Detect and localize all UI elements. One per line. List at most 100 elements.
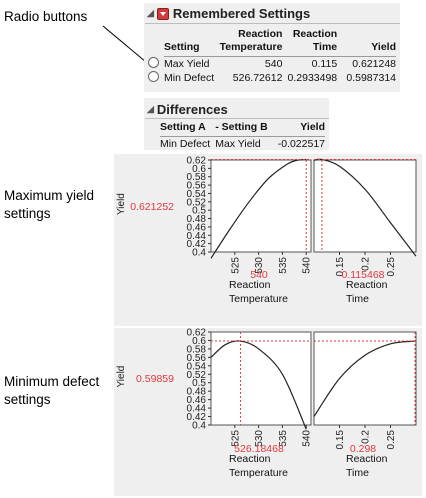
plot-frame-time (313, 159, 417, 253)
callout-minimum-defect-line1: Minimum defect (4, 374, 100, 389)
y-tick-label: 0.62 (187, 328, 207, 339)
table-row[interactable]: Max Yield 540 0.115 0.621248 (164, 57, 396, 72)
plot-frame-temperature (210, 159, 312, 253)
col-reaction-temperature: Reaction Temperature (218, 28, 283, 57)
x-tick-label: 530 (254, 430, 265, 447)
row-temperature: 540 (264, 58, 283, 70)
remembered-settings-title: Remembered Settings (172, 6, 311, 21)
y-tick-label: 0.44 (187, 231, 207, 242)
x-tick-label: 525 (230, 257, 241, 274)
differences-table: Setting A - Setting B Yield Min Defect M… (160, 121, 325, 151)
x-tick-label: 0.25 (386, 257, 397, 277)
col-yield: Yield (337, 28, 396, 57)
row-time: 0.115 (311, 58, 338, 70)
row-temperature: 526.72612 (232, 72, 283, 84)
series-line-time (313, 340, 416, 417)
y-tick-label: 0.5 (192, 206, 206, 217)
x-tick-label: 0.15 (335, 257, 346, 277)
col-reaction-time: Reaction Time (282, 28, 338, 57)
col-setting: Setting (164, 28, 219, 57)
x-tick-label: 0.2 (361, 430, 372, 444)
x-tick-label: 0.15 (335, 430, 346, 450)
row-yield: 0.5987314 (346, 72, 396, 84)
x-tick-label: 0.25 (386, 430, 397, 450)
x-axis-label-line2: Time (346, 467, 369, 479)
series-line-temperature (210, 158, 307, 259)
remembered-settings-table: Setting Reaction Temperature Reaction Time… (164, 28, 396, 85)
radio-button-min-defect[interactable] (148, 71, 159, 82)
row-setting-name: Max Yield (164, 58, 210, 70)
y-tick-label: 0.56 (187, 181, 207, 192)
y-tick-label: 0.48 (187, 387, 207, 398)
y-axis-label: Yield (116, 366, 127, 388)
col-setting-a: Setting A (160, 121, 216, 137)
row-yield: 0.621248 (352, 58, 396, 70)
y-tick-label: 0.56 (187, 353, 207, 364)
differences-title-rule (145, 118, 329, 119)
y-tick-label: 0.6 (192, 336, 206, 347)
x-tick-label: 535 (278, 430, 289, 447)
y-tick-label: 0.52 (187, 197, 207, 208)
current-yield-value: 0.59859 (136, 373, 174, 385)
y-tick-label: 0.58 (187, 172, 207, 183)
y-tick-label: 0.54 (187, 361, 207, 372)
x-axis-label-line2: Temperature (229, 467, 288, 479)
y-tick-label: 0.48 (187, 214, 207, 225)
y-tick-label: 0.46 (187, 395, 207, 406)
y-tick-label: 0.52 (187, 370, 207, 381)
plot-frame-time (313, 331, 417, 426)
x-axis-label-line2: Temperature (229, 293, 288, 305)
callout-minimum-defect-line2: settings (4, 392, 51, 407)
row-time: 0.2933498 (287, 72, 338, 84)
callout-minimum-defect: Minimum defect settings (4, 373, 99, 409)
plot-frame-temperature (210, 331, 312, 426)
radio-button-max-yield[interactable] (148, 57, 159, 68)
col-yield: Yield (272, 121, 325, 137)
callout-maximum-yield-line2: settings (4, 206, 51, 221)
y-tick-label: 0.6 (192, 164, 206, 175)
callout-radio-buttons: Radio buttons (4, 9, 88, 24)
x-tick-label: 525 (230, 430, 241, 447)
y-tick-label: 0.42 (187, 239, 207, 250)
series-line-time (313, 158, 417, 257)
disclosure-triangle-icon[interactable]: ◢ (147, 8, 154, 18)
y-tick-label: 0.4 (192, 248, 206, 259)
disclosure-triangle-icon[interactable]: ◢ (147, 104, 154, 114)
differences-title: Differences (156, 102, 228, 117)
current-time-value: 0.298 (350, 443, 376, 455)
red-menu-icon[interactable] (156, 7, 169, 20)
row-setting-a: Min Defect (160, 138, 211, 150)
x-tick-label: 0.2 (361, 257, 372, 271)
y-axis-label: Yield (116, 193, 127, 215)
differences-header[interactable]: ◢ Differences (147, 102, 228, 117)
y-tick-label: 0.42 (187, 412, 207, 423)
current-yield-value: 0.621252 (130, 201, 174, 213)
x-axis-label-line1: Reaction (229, 279, 271, 291)
remembered-settings-header[interactable]: ◢ Remembered Settings (147, 6, 310, 21)
row-yield: -0.022517 (277, 138, 325, 150)
row-setting-b: Max Yield (215, 138, 261, 150)
x-tick-label: 540 (302, 430, 313, 447)
x-axis-label-line1: Reaction (346, 279, 388, 291)
current-temperature-value: 526.18468 (234, 443, 284, 455)
x-tick-label: 530 (254, 257, 265, 274)
remembered-title-rule (145, 23, 400, 24)
y-tick-label: 0.4 (192, 421, 206, 432)
y-tick-label: 0.54 (187, 189, 207, 200)
x-axis-label-line1: Reaction (346, 453, 388, 465)
table-row[interactable]: Min Defect 526.72612 0.2933498 0.5987314 (164, 71, 396, 85)
y-tick-label: 0.46 (187, 222, 207, 233)
y-tick-label: 0.58 (187, 344, 207, 355)
callout-maximum-yield: Maximum yield settings (4, 187, 94, 223)
current-temperature-value: 540 (250, 269, 268, 281)
x-axis-label-line2: Time (346, 293, 369, 305)
current-time-value: 0.115468 (341, 269, 384, 281)
series-line-temperature (210, 340, 307, 430)
x-axis-label-line1: Reaction (229, 453, 271, 465)
x-tick-label: 540 (302, 257, 313, 274)
table-row: Min Defect Max Yield -0.022517 (160, 137, 325, 152)
callout-maximum-yield-line1: Maximum yield (4, 188, 95, 203)
y-tick-label: 0.44 (187, 404, 207, 415)
row-setting-name: Min Defect (164, 72, 215, 84)
